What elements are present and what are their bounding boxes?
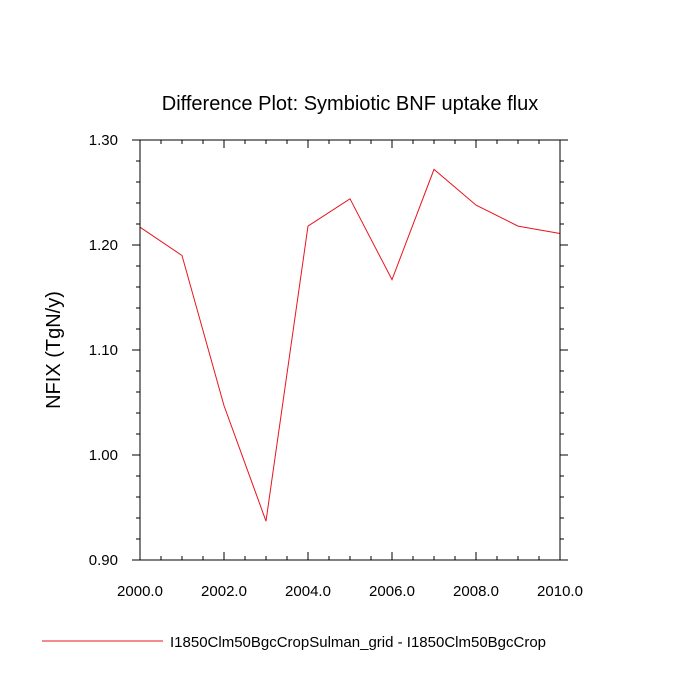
x-tick-labels: 2000.0 2002.0 2004.0 2006.0 2008.0 2010.0 [117,583,583,600]
x-tick-label: 2008.0 [453,583,499,600]
minor-ticks [136,140,564,560]
y-tick-label: 1.30 [89,132,118,149]
plot-frame [139,139,561,561]
legend-series-label: I1850Clm50BgcCropSulman_grid - I1850Clm5… [170,634,546,651]
x-tick-label: 2004.0 [285,583,331,600]
legend: I1850Clm50BgcCropSulman_grid - I1850Clm5… [42,634,546,651]
chart-title: Difference Plot: Symbiotic BNF uptake fl… [162,93,538,115]
y-tick-label: 1.00 [89,447,118,464]
series-group [139,168,561,522]
y-tick-labels: 0.90 1.00 1.10 1.20 1.30 [89,132,118,569]
x-tick-label: 2002.0 [201,583,247,600]
x-tick-label: 2010.0 [537,583,583,600]
y-tick-label: 0.90 [89,552,118,569]
y-tick-label: 1.20 [89,237,118,254]
series-line-0 [139,168,561,522]
y-tick-label: 1.10 [89,342,118,359]
y-axis-label: NFIX (TgN/y) [43,291,65,409]
x-tick-label: 2000.0 [117,583,163,600]
x-tick-label: 2006.0 [369,583,415,600]
